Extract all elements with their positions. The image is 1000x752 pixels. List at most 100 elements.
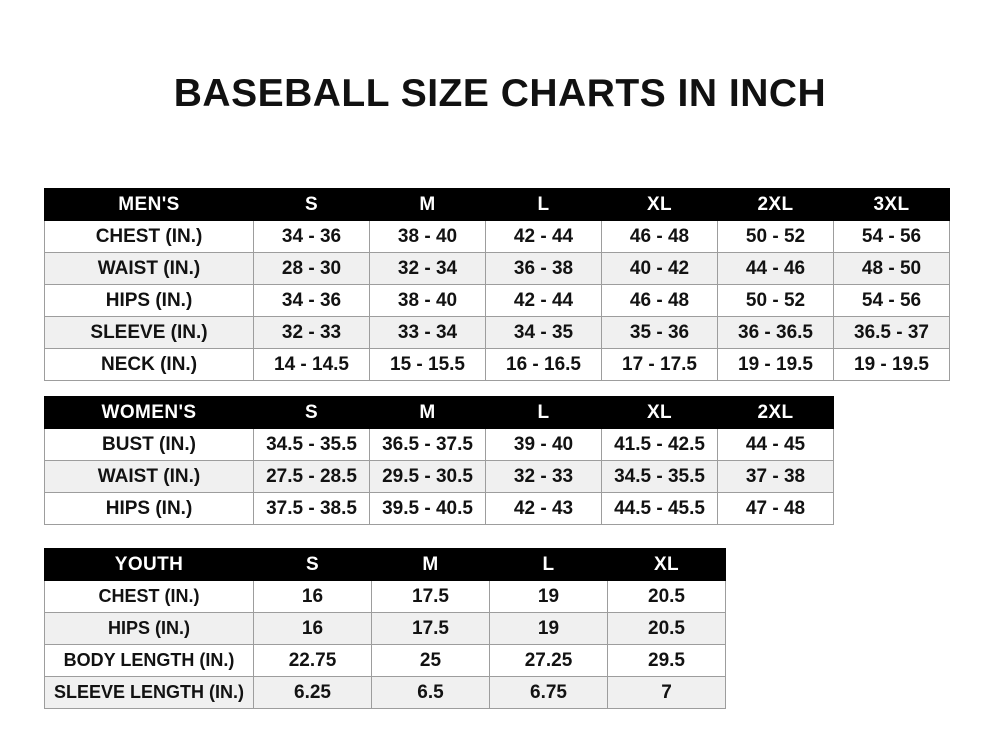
womens-size-table: WOMEN'S S M L XL 2XL BUST (IN.) 34.5 - 35.5 36.… (44, 396, 834, 525)
womens-header-row: WOMEN'S S M L XL 2XL (44, 396, 834, 429)
womens-measurement-value: 44 - 45 (717, 428, 834, 461)
youth-measurement-value: 22.75 (253, 644, 372, 677)
mens-measurement-value: 46 - 48 (601, 220, 718, 253)
mens-column-header-xl: XL (601, 188, 718, 221)
youth-header-row: YOUTH S M L XL (44, 548, 726, 581)
youth-measurement-value: 27.25 (489, 644, 608, 677)
mens-column-header-m: M (369, 188, 486, 221)
table-row: BUST (IN.) 34.5 - 35.5 36.5 - 37.5 39 - 40 4… (44, 428, 834, 461)
mens-measurement-value: 46 - 48 (601, 284, 718, 317)
youth-measurement-value: 6.5 (371, 676, 490, 709)
womens-measurement-value: 34.5 - 35.5 (253, 428, 370, 461)
mens-size-table: MEN'S S M L XL 2XL 3XL CHEST (IN.) 34 - 36 38 - … (44, 188, 950, 381)
mens-measurement-value: 32 - 33 (253, 316, 370, 349)
mens-measurement-value: 38 - 40 (369, 284, 486, 317)
mens-column-header-l: L (485, 188, 602, 221)
youth-measurement-value: 19 (489, 580, 608, 613)
youth-measurement-value: 17.5 (371, 580, 490, 613)
table-row: NECK (IN.) 14 - 14.5 15 - 15.5 16 - 16.5 17 … (44, 348, 950, 381)
youth-column-header-s: S (253, 548, 372, 581)
table-row: HIPS (IN.) 16 17.5 19 20.5 (44, 612, 726, 645)
table-row: BODY LENGTH (IN.) 22.75 25 27.25 29.5 (44, 644, 726, 677)
youth-measurement-value: 17.5 (371, 612, 490, 645)
womens-measurement-value: 36.5 - 37.5 (369, 428, 486, 461)
womens-column-header-l: L (485, 396, 602, 429)
womens-table-body: BUST (IN.) 34.5 - 35.5 36.5 - 37.5 39 - 40 4… (44, 428, 834, 525)
mens-measurement-value: 32 - 34 (369, 252, 486, 285)
youth-measurement-value: 29.5 (607, 644, 726, 677)
mens-table-title: MEN'S (44, 188, 254, 221)
table-row: CHEST (IN.) 34 - 36 38 - 40 42 - 44 46 - 48 5… (44, 220, 950, 253)
table-row: WAIST (IN.) 28 - 30 32 - 34 36 - 38 40 - 42 4… (44, 252, 950, 285)
womens-measurement-value: 44.5 - 45.5 (601, 492, 718, 525)
youth-measurement-value: 6.25 (253, 676, 372, 709)
mens-measurement-label: HIPS (IN.) (44, 284, 254, 317)
mens-measurement-label: SLEEVE (IN.) (44, 316, 254, 349)
mens-measurement-value: 17 - 17.5 (601, 348, 718, 381)
mens-measurement-value: 48 - 50 (833, 252, 950, 285)
mens-table-body: CHEST (IN.) 34 - 36 38 - 40 42 - 44 46 - 48 5… (44, 220, 950, 381)
mens-measurement-value: 15 - 15.5 (369, 348, 486, 381)
womens-measurement-value: 47 - 48 (717, 492, 834, 525)
mens-measurement-value: 34 - 36 (253, 284, 370, 317)
mens-measurement-value: 42 - 44 (485, 284, 602, 317)
mens-measurement-value: 33 - 34 (369, 316, 486, 349)
youth-column-header-xl: XL (607, 548, 726, 581)
mens-measurement-value: 16 - 16.5 (485, 348, 602, 381)
womens-column-header-m: M (369, 396, 486, 429)
mens-measurement-value: 19 - 19.5 (717, 348, 834, 381)
youth-measurement-value: 25 (371, 644, 490, 677)
mens-measurement-value: 42 - 44 (485, 220, 602, 253)
youth-measurement-value: 6.75 (489, 676, 608, 709)
table-row: CHEST (IN.) 16 17.5 19 20.5 (44, 580, 726, 613)
table-row: HIPS (IN.) 37.5 - 38.5 39.5 - 40.5 42 - 43 4… (44, 492, 834, 525)
womens-column-header-s: S (253, 396, 370, 429)
mens-measurement-value: 54 - 56 (833, 284, 950, 317)
mens-column-header-2xl: 2XL (717, 188, 834, 221)
womens-measurement-value: 39.5 - 40.5 (369, 492, 486, 525)
womens-table-title: WOMEN'S (44, 396, 254, 429)
youth-measurement-value: 20.5 (607, 580, 726, 613)
youth-table-body: CHEST (IN.) 16 17.5 19 20.5 HIPS (IN.) 16 17.5 1… (44, 580, 726, 709)
table-row: WAIST (IN.) 27.5 - 28.5 29.5 - 30.5 32 - 33… (44, 460, 834, 493)
youth-measurement-value: 19 (489, 612, 608, 645)
womens-measurement-value: 37.5 - 38.5 (253, 492, 370, 525)
youth-measurement-label: CHEST (IN.) (44, 580, 254, 613)
mens-measurement-value: 36.5 - 37 (833, 316, 950, 349)
mens-column-header-s: S (253, 188, 370, 221)
youth-table-title: YOUTH (44, 548, 254, 581)
mens-measurement-value: 44 - 46 (717, 252, 834, 285)
mens-column-header-3xl: 3XL (833, 188, 950, 221)
table-row: SLEEVE LENGTH (IN.) 6.25 6.5 6.75 7 (44, 676, 726, 709)
womens-measurement-value: 32 - 33 (485, 460, 602, 493)
mens-measurement-label: NECK (IN.) (44, 348, 254, 381)
womens-measurement-value: 27.5 - 28.5 (253, 460, 370, 493)
womens-measurement-label: HIPS (IN.) (44, 492, 254, 525)
womens-measurement-label: WAIST (IN.) (44, 460, 254, 493)
mens-measurement-label: WAIST (IN.) (44, 252, 254, 285)
mens-measurement-value: 28 - 30 (253, 252, 370, 285)
table-row: HIPS (IN.) 34 - 36 38 - 40 42 - 44 46 - 48 50… (44, 284, 950, 317)
youth-measurement-label: SLEEVE LENGTH (IN.) (44, 676, 254, 709)
mens-measurement-value: 50 - 52 (717, 220, 834, 253)
mens-measurement-value: 38 - 40 (369, 220, 486, 253)
womens-measurement-value: 42 - 43 (485, 492, 602, 525)
youth-table-head: YOUTH S M L XL (44, 548, 726, 581)
youth-measurement-value: 16 (253, 612, 372, 645)
womens-measurement-value: 37 - 38 (717, 460, 834, 493)
womens-measurement-label: BUST (IN.) (44, 428, 254, 461)
mens-header-row: MEN'S S M L XL 2XL 3XL (44, 188, 950, 221)
youth-measurement-label: HIPS (IN.) (44, 612, 254, 645)
womens-measurement-value: 39 - 40 (485, 428, 602, 461)
mens-measurement-value: 14 - 14.5 (253, 348, 370, 381)
youth-measurement-value: 16 (253, 580, 372, 613)
page-title: BASEBALL SIZE CHARTS IN INCH (173, 72, 827, 115)
youth-measurement-value: 7 (607, 676, 726, 709)
youth-measurement-value: 20.5 (607, 612, 726, 645)
mens-measurement-value: 36 - 38 (485, 252, 602, 285)
table-row: SLEEVE (IN.) 32 - 33 33 - 34 34 - 35 35 - 36… (44, 316, 950, 349)
youth-size-table: YOUTH S M L XL CHEST (IN.) 16 17.5 19 20.5 HIPS (… (44, 548, 726, 709)
mens-measurement-value: 40 - 42 (601, 252, 718, 285)
mens-measurement-value: 54 - 56 (833, 220, 950, 253)
